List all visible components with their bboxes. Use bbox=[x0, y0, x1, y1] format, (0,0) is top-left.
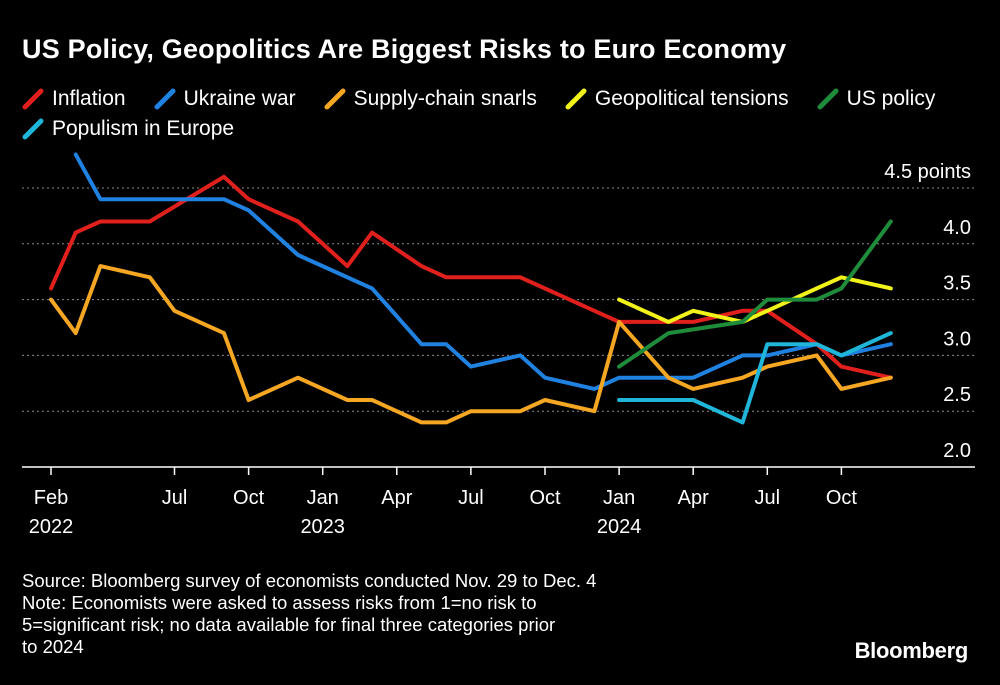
legend-label: Populism in Europe bbox=[52, 117, 235, 140]
legend: Inflation Ukraine war Supply-chain snarls G… bbox=[22, 86, 982, 142]
note-line-2: 5=significant risk; no data available fo… bbox=[22, 614, 556, 635]
legend-swatch-icon bbox=[22, 88, 44, 110]
series-line-us-policy bbox=[617, 219, 893, 369]
y-tick-label: 2.0 bbox=[943, 440, 971, 462]
chart-footer: Source: Bloomberg survey of economists c… bbox=[22, 570, 782, 658]
series-line-geopolitical-tensions bbox=[617, 275, 893, 324]
y-tick-label: 3.5 bbox=[943, 273, 971, 295]
y-tick-label: 3.0 bbox=[943, 328, 971, 350]
legend-swatch-icon bbox=[22, 118, 44, 140]
source-note: Source: Bloomberg survey of economists c… bbox=[22, 570, 597, 591]
legend-item-us-policy: US policy bbox=[817, 86, 936, 112]
legend-label: US policy bbox=[846, 87, 936, 110]
legend-label: Geopolitical tensions bbox=[594, 87, 789, 110]
x-tick-label: Jan bbox=[307, 487, 339, 509]
legend-swatch-icon bbox=[324, 88, 346, 110]
note-line-3: to 2024 bbox=[22, 636, 84, 657]
series-line-ukraine-war bbox=[73, 152, 893, 391]
legend-swatch-icon bbox=[817, 88, 839, 110]
chart-title: US Policy, Geopolitics Are Biggest Risks… bbox=[22, 34, 787, 64]
legend-item-geopolitical-tensions: Geopolitical tensions bbox=[565, 86, 789, 112]
series-line-populism-in-europe bbox=[617, 331, 893, 425]
legend-item-ukraine-war: Ukraine war bbox=[154, 86, 296, 112]
legend-swatch-icon bbox=[154, 88, 176, 110]
x-tick-label: Jul bbox=[458, 487, 484, 509]
note-line-1: Note: Economists were asked to assess ri… bbox=[22, 592, 537, 613]
x-tick-label: Apr bbox=[381, 487, 412, 509]
y-tick-label: 4.5 points bbox=[884, 161, 971, 183]
x-tick-label: Apr bbox=[678, 487, 709, 509]
legend-item-supply-chain-snarls: Supply-chain snarls bbox=[324, 86, 537, 112]
legend-item-inflation: Inflation bbox=[22, 86, 126, 112]
x-tick-label: Oct bbox=[233, 487, 265, 509]
line-chart: 2.0 2.5 3.0 3.5 4.0 4.5 points Feb 2022 Jul Oct Ja… bbox=[22, 152, 975, 538]
legend-item-populism-in-europe: Populism in Europe bbox=[22, 116, 234, 142]
legend-label: Supply-chain snarls bbox=[353, 87, 537, 110]
x-tick-label: Oct bbox=[826, 487, 858, 509]
x-tick-label: Jul bbox=[755, 487, 781, 509]
x-tick-year-label: 2024 bbox=[597, 516, 642, 538]
x-tick-label: Oct bbox=[529, 487, 561, 509]
x-tick-year-label: 2022 bbox=[29, 516, 74, 538]
y-tick-label: 4.0 bbox=[943, 217, 971, 239]
x-tick-year-label: 2023 bbox=[300, 516, 345, 538]
x-tick-label: Jul bbox=[162, 487, 188, 509]
legend-label: Ukraine war bbox=[183, 87, 296, 110]
bloomberg-logo: Bloomberg bbox=[854, 638, 969, 663]
series-line-supply-chain-snarls bbox=[49, 264, 893, 425]
legend-label: Inflation bbox=[52, 87, 126, 110]
x-tick-label: Feb bbox=[34, 487, 68, 509]
legend-swatch-icon bbox=[565, 88, 587, 110]
y-tick-label: 2.5 bbox=[943, 384, 971, 406]
x-tick-label: Jan bbox=[603, 487, 635, 509]
